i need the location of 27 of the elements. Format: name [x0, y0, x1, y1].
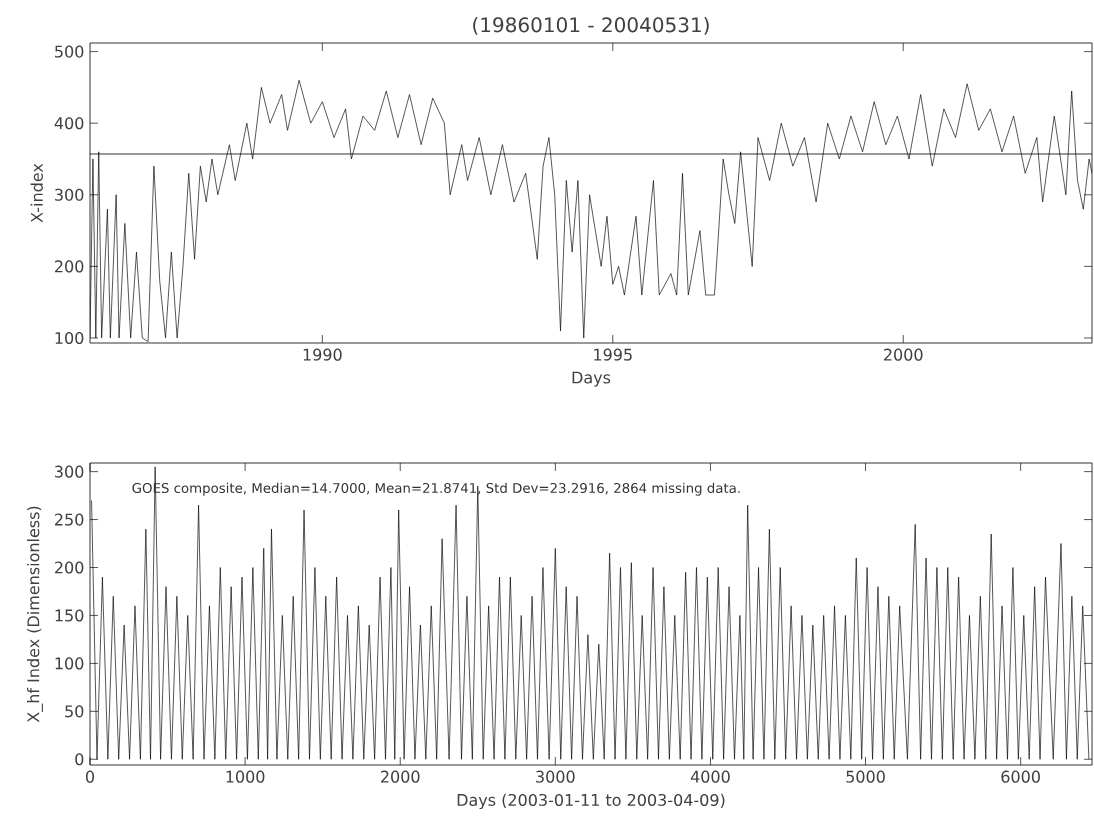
x-tick-label: 1995 [594, 348, 632, 361]
y-tick-label: 250 [55, 513, 84, 526]
chart-title: (19860101 - 20040531) [473, 16, 709, 35]
x-tick-label: 6000 [1001, 770, 1040, 783]
y-tick-label: 150 [55, 609, 84, 622]
y-axis-title: X_hf Index (Dimensionless) [27, 506, 43, 723]
x-tick-label: 1000 [226, 770, 265, 783]
y-tick-label: 200 [55, 561, 84, 574]
y-tick-label: 400 [54, 117, 84, 130]
y-tick-label: 0 [75, 753, 84, 766]
x-tick-label: 3000 [536, 770, 575, 783]
y-tick-label: 300 [55, 188, 84, 201]
y-axis-title: X-index [30, 163, 43, 223]
x-tick-label: 5000 [846, 770, 885, 783]
y-tick-label: 500 [55, 45, 84, 58]
x-tick-label: 2000 [381, 770, 420, 783]
x-tick-label: 4000 [690, 770, 730, 783]
y-tick-label: 300 [55, 465, 84, 478]
y-tick-label: 50 [65, 705, 84, 718]
x-axis-title: Days (2003-01-11 to 2003-04-09) [457, 793, 725, 810]
y-tick-label: 200 [55, 260, 84, 273]
x-axis-title: Days [572, 371, 611, 387]
x-tick-label: 1990 [303, 348, 342, 361]
y-tick-label: 100 [55, 331, 84, 345]
x-tick-label: 0 [85, 770, 95, 783]
y-tick-label: 100 [55, 657, 84, 670]
x-tick-label: 2000 [884, 348, 923, 361]
